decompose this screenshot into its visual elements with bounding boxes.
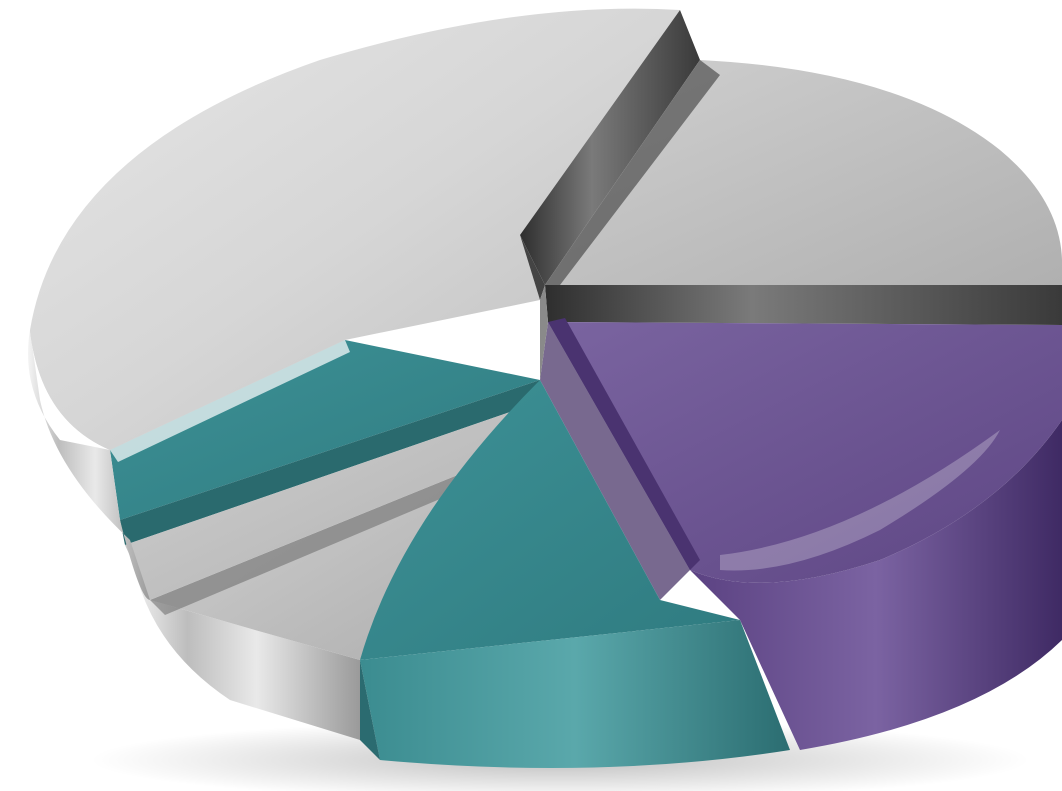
- upper-right-silver-slice: [545, 60, 1062, 325]
- large-silver-slice: [28, 8, 700, 600]
- front-teal-slice: [360, 380, 790, 768]
- purple-slice: [540, 318, 1062, 750]
- slice-gap-highlight: [540, 285, 548, 380]
- left-teal-slice: [110, 340, 545, 600]
- lower-silver-slice: [130, 470, 485, 740]
